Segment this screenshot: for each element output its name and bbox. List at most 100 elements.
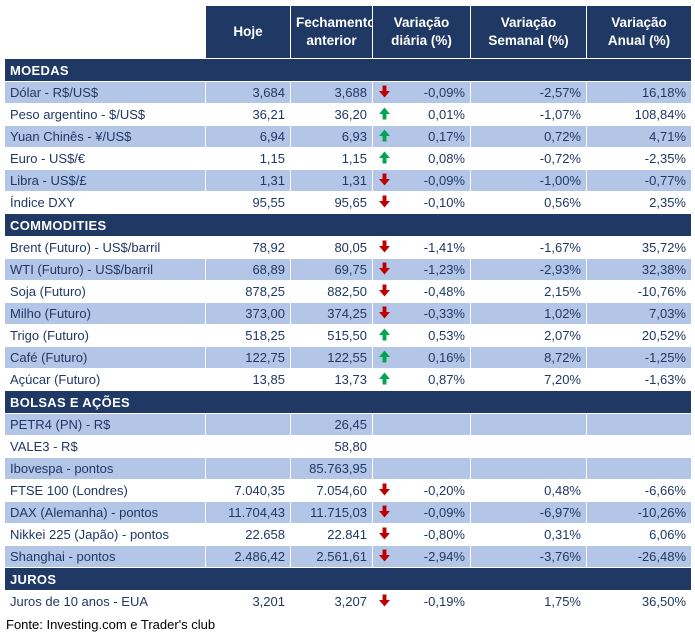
cell-variacao-anual: 35,72% bbox=[586, 236, 692, 259]
cell-fechamento-anterior: 13,73 bbox=[290, 368, 373, 391]
row-label: Café (Futuro) bbox=[4, 346, 206, 369]
cell-hoje bbox=[205, 457, 291, 480]
row-label: Yuan Chinês - ¥/US$ bbox=[4, 125, 206, 148]
arrow-down-icon bbox=[379, 240, 390, 253]
cell-hoje: 1,31 bbox=[205, 169, 291, 192]
cell-variacao-anual: -1,63% bbox=[586, 368, 692, 391]
cell-variacao-diaria: -0,09% bbox=[372, 169, 471, 192]
cell-hoje: 7.040,35 bbox=[205, 479, 291, 502]
table-row-indice-dxy: Índice DXY 95,55 95,65 -0,10% 0,56% 2,35% bbox=[4, 191, 692, 214]
column-header-row: Hoje Fechamento anterior Variação diária… bbox=[4, 5, 692, 59]
cell-variacao-semanal: -1,67% bbox=[470, 236, 587, 259]
table-row-shanghai-pontos: Shanghai - pontos 2.486,42 2.561,61 -2,94% -… bbox=[4, 545, 692, 568]
cell-variacao-anual: 32,38% bbox=[586, 258, 692, 281]
row-label: Soja (Futuro) bbox=[4, 280, 206, 303]
table-row-peso-argentino-us: Peso argentino - $/US$ 36,21 36,20 0,01% -1,… bbox=[4, 103, 692, 126]
cell-variacao-diaria: -0,10% bbox=[372, 191, 471, 214]
cell-variacao-semanal: 0,48% bbox=[470, 479, 587, 502]
cell-variacao-diaria: -0,80% bbox=[372, 523, 471, 546]
arrow-down-icon bbox=[379, 549, 390, 562]
cell-hoje bbox=[205, 413, 291, 436]
arrow-up-icon bbox=[379, 350, 390, 363]
cell-variacao-anual bbox=[586, 435, 692, 458]
arrow-up-icon bbox=[379, 129, 390, 142]
cell-variacao-semanal: 0,72% bbox=[470, 125, 587, 148]
variacao-diaria-value: -0,19% bbox=[423, 594, 465, 609]
row-label: Dólar - R$/US$ bbox=[4, 81, 206, 104]
cell-fechamento-anterior: 26,45 bbox=[290, 413, 373, 436]
row-label: Libra - US$/£ bbox=[4, 169, 206, 192]
cell-variacao-semanal: -2,57% bbox=[470, 81, 587, 104]
arrow-down-icon bbox=[379, 527, 390, 540]
arrow-up-icon bbox=[379, 151, 390, 164]
arrow-down-icon bbox=[379, 262, 390, 275]
arrow-up-icon bbox=[379, 372, 390, 385]
table-row-wti-futuro-us-barril: WTI (Futuro) - US$/barril 68,89 69,75 -1,23… bbox=[4, 258, 692, 281]
arrow-down-icon bbox=[379, 594, 390, 607]
cell-fechamento-anterior: 3,688 bbox=[290, 81, 373, 104]
table-row-cafe-futuro: Café (Futuro) 122,75 122,55 0,16% 8,72% -1,25… bbox=[4, 346, 692, 369]
variacao-diaria-value: -0,09% bbox=[423, 505, 465, 520]
cell-fechamento-anterior: 515,50 bbox=[290, 324, 373, 347]
cell-hoje: 373,00 bbox=[205, 302, 291, 325]
cell-variacao-semanal: 2,07% bbox=[470, 324, 587, 347]
arrow-up-icon bbox=[379, 328, 390, 341]
variacao-diaria-value: -0,10% bbox=[423, 195, 465, 210]
cell-variacao-anual: -2,35% bbox=[586, 147, 692, 170]
cell-fechamento-anterior: 95,65 bbox=[290, 191, 373, 214]
col-header-variacao-diaria: Variação diária (%) bbox=[372, 5, 471, 59]
row-label: FTSE 100 (Londres) bbox=[4, 479, 206, 502]
cell-variacao-semanal: 1,02% bbox=[470, 302, 587, 325]
variacao-diaria-value: 0,08% bbox=[428, 151, 465, 166]
cell-fechamento-anterior: 7.054,60 bbox=[290, 479, 373, 502]
cell-hoje: 878,25 bbox=[205, 280, 291, 303]
cell-hoje: 2.486,42 bbox=[205, 545, 291, 568]
cell-variacao-diaria: 0,87% bbox=[372, 368, 471, 391]
variacao-diaria-value: 0,01% bbox=[428, 107, 465, 122]
table-row-ftse-100-londres: FTSE 100 (Londres) 7.040,35 7.054,60 -0,20%… bbox=[4, 479, 692, 502]
cell-variacao-anual: 108,84% bbox=[586, 103, 692, 126]
corner-cell bbox=[4, 5, 206, 59]
variacao-diaria-value: 0,16% bbox=[428, 350, 465, 365]
cell-hoje: 22.658 bbox=[205, 523, 291, 546]
col-header-variacao-anual: Variação Anual (%) bbox=[586, 5, 692, 59]
cell-variacao-anual: 7,03% bbox=[586, 302, 692, 325]
cell-hoje: 122,75 bbox=[205, 346, 291, 369]
variacao-diaria-value: -2,94% bbox=[423, 549, 465, 564]
cell-fechamento-anterior: 22.841 bbox=[290, 523, 373, 546]
cell-fechamento-anterior: 1,15 bbox=[290, 147, 373, 170]
cell-variacao-anual: -6,66% bbox=[586, 479, 692, 502]
cell-hoje: 518,25 bbox=[205, 324, 291, 347]
cell-variacao-anual: -26,48% bbox=[586, 545, 692, 568]
cell-variacao-anual: 2,35% bbox=[586, 191, 692, 214]
row-label: WTI (Futuro) - US$/barril bbox=[4, 258, 206, 281]
section-title: JUROS bbox=[4, 567, 692, 591]
arrow-down-icon bbox=[379, 483, 390, 496]
cell-fechamento-anterior: 882,50 bbox=[290, 280, 373, 303]
table-row-libra-us: Libra - US$/£ 1,31 1,31 -0,09% -1,00% -0,77% bbox=[4, 169, 692, 192]
cell-hoje: 78,92 bbox=[205, 236, 291, 259]
cell-fechamento-anterior: 69,75 bbox=[290, 258, 373, 281]
variacao-diaria-value: -0,09% bbox=[423, 173, 465, 188]
cell-variacao-anual: 6,06% bbox=[586, 523, 692, 546]
row-label: Shanghai - pontos bbox=[4, 545, 206, 568]
cell-hoje: 3,684 bbox=[205, 81, 291, 104]
arrow-down-icon bbox=[379, 85, 390, 98]
cell-hoje: 95,55 bbox=[205, 191, 291, 214]
source-note: Fonte: Investing.com e Trader's club bbox=[6, 617, 216, 632]
table-row-petr4-pn-r: PETR4 (PN) - R$ 26,45 bbox=[4, 413, 692, 436]
cell-fechamento-anterior: 58,80 bbox=[290, 435, 373, 458]
cell-variacao-diaria: 0,01% bbox=[372, 103, 471, 126]
cell-variacao-diaria: -0,19% bbox=[372, 590, 471, 613]
cell-variacao-anual: 36,50% bbox=[586, 590, 692, 613]
table-row-ibovespa-pontos: Ibovespa - pontos 85.763,95 bbox=[4, 457, 692, 480]
table-row-vale3-r: VALE3 - R$ 58,80 bbox=[4, 435, 692, 458]
variacao-diaria-value: -0,48% bbox=[423, 284, 465, 299]
cell-hoje: 6,94 bbox=[205, 125, 291, 148]
col-header-variacao-semanal: Variação Semanal (%) bbox=[470, 5, 587, 59]
cell-variacao-anual: -0,77% bbox=[586, 169, 692, 192]
section-header-moedas: MOEDAS bbox=[4, 58, 692, 82]
cell-fechamento-anterior: 122,55 bbox=[290, 346, 373, 369]
cell-variacao-semanal: 0,56% bbox=[470, 191, 587, 214]
cell-fechamento-anterior: 1,31 bbox=[290, 169, 373, 192]
